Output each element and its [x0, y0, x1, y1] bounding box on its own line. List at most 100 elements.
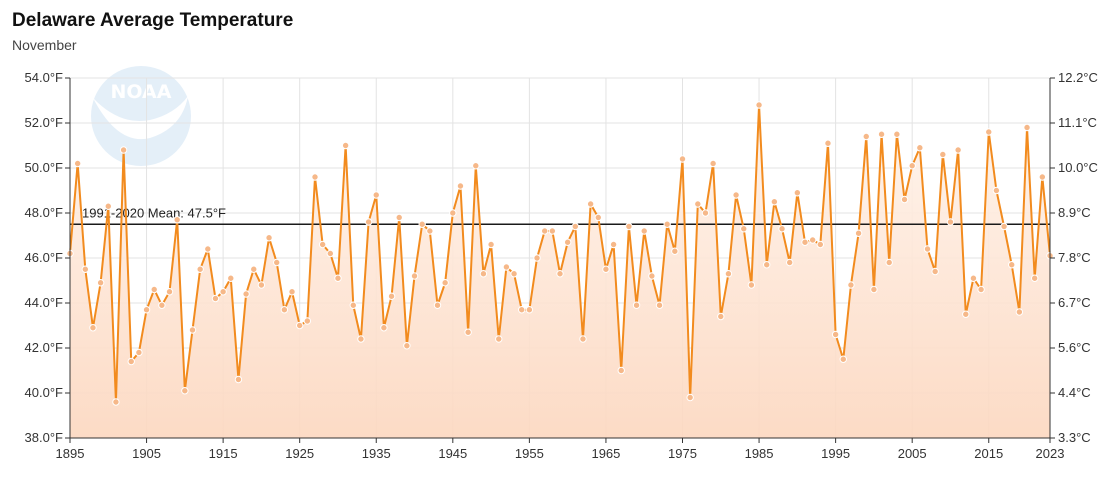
chart-title: Delaware Average Temperature: [12, 10, 294, 31]
x-tick-label: 1905: [132, 446, 161, 461]
data-point: [510, 270, 518, 278]
data-point: [755, 101, 763, 109]
noaa-logo: NOAA: [91, 66, 191, 166]
data-point: [923, 245, 932, 253]
data-point: [387, 292, 396, 300]
y2-tick-label: 12.2°C: [1058, 70, 1098, 85]
data-point: [1023, 123, 1031, 132]
data-point: [456, 182, 465, 190]
data-point: [364, 218, 373, 226]
data-point: [862, 132, 870, 141]
x-tick-label: 2023: [1036, 446, 1065, 461]
y2-tick-label: 5.6°C: [1058, 340, 1091, 355]
data-point: [518, 306, 526, 314]
data-point: [418, 220, 426, 228]
data-point: [127, 357, 135, 366]
data-point: [104, 202, 112, 210]
data-point: [204, 245, 212, 253]
data-point: [119, 146, 128, 154]
data-point: [73, 159, 82, 168]
data-point: [1008, 261, 1016, 269]
data-point: [334, 274, 342, 282]
data-point: [785, 258, 794, 267]
data-point: [992, 186, 1001, 195]
y-axis-right-labels: 3.3°C 4.4°C 5.6°C 6.7°C 7.8°C 8.9°C 10.0°C 11.1…: [1058, 70, 1098, 445]
data-point: [632, 301, 641, 309]
data-point: [273, 258, 281, 267]
data-point: [969, 274, 978, 282]
data-point: [571, 222, 580, 231]
y2-tick-label: 11.1°C: [1058, 115, 1097, 130]
data-point: [770, 198, 779, 206]
data-point: [196, 265, 204, 273]
y-tick-label: 46.0°F: [25, 250, 64, 265]
data-point: [142, 306, 151, 314]
y-tick-label: 44.0°F: [25, 295, 64, 310]
data-point: [326, 249, 335, 258]
y-tick-label: 50.0°F: [25, 160, 64, 175]
data-point: [640, 227, 648, 235]
data-point: [977, 285, 985, 294]
data-point: [586, 200, 595, 208]
data-point: [839, 355, 847, 363]
y-axis-left-labels: 38.0°F 40.0°F 42.0°F 44.0°F 46.0°F 48.0°F 50.0…: [25, 70, 64, 445]
data-point: [311, 173, 319, 181]
data-point: [472, 162, 480, 170]
data-point: [525, 306, 534, 314]
data-point: [931, 267, 939, 276]
data-point: [732, 191, 740, 199]
mean-label: 1991-2020 Mean: 47.5°F: [82, 205, 226, 220]
data-point: [288, 288, 296, 296]
data-point: [380, 324, 388, 332]
data-point: [257, 281, 266, 289]
axes: [65, 77, 1055, 443]
data-point: [1015, 308, 1024, 316]
data-point: [318, 240, 327, 249]
data-point: [410, 272, 419, 280]
data-point: [403, 342, 411, 350]
x-tick-label: 2005: [898, 446, 927, 461]
data-point: [303, 317, 312, 325]
data-point: [112, 398, 120, 406]
data-point: [854, 229, 863, 237]
x-axis-labels: 1895 1905 1915 1925 1935 1945 1955 1965 1975 1985…: [56, 446, 1065, 461]
data-point: [847, 281, 855, 289]
y2-tick-label: 7.8°C: [1058, 250, 1091, 265]
data-point: [594, 213, 602, 222]
data-point: [181, 387, 189, 395]
data-point: [870, 285, 878, 294]
x-tick-label: 2015: [974, 446, 1003, 461]
data-point: [81, 265, 90, 273]
data-point: [778, 225, 786, 233]
data-point: [173, 216, 181, 224]
data-point: [740, 225, 748, 233]
data-point: [816, 240, 825, 249]
data-point: [831, 330, 840, 339]
data-point: [793, 189, 802, 197]
data-point: [747, 281, 756, 289]
data-point: [372, 191, 380, 199]
data-point: [234, 375, 243, 384]
x-tick-label: 1975: [668, 446, 697, 461]
data-point: [540, 227, 549, 235]
data-point: [280, 306, 289, 314]
data-point: [939, 150, 947, 159]
y-tick-label: 48.0°F: [25, 205, 64, 220]
data-point: [663, 220, 671, 228]
data-point: [946, 218, 955, 226]
data-point: [1000, 222, 1008, 231]
data-point: [441, 279, 449, 287]
data-point: [502, 263, 511, 271]
data-point: [433, 301, 442, 309]
data-point: [165, 288, 174, 296]
y2-tick-label: 3.3°C: [1058, 430, 1091, 445]
data-point: [801, 238, 809, 246]
data-point: [579, 335, 587, 343]
x-tick-label: 1895: [56, 446, 85, 461]
data-point: [533, 254, 541, 262]
data-point: [609, 240, 618, 249]
y-tick-label: 42.0°F: [25, 340, 64, 355]
data-point: [655, 301, 664, 309]
chart-subtitle: November: [12, 37, 77, 53]
data-point: [556, 270, 564, 278]
